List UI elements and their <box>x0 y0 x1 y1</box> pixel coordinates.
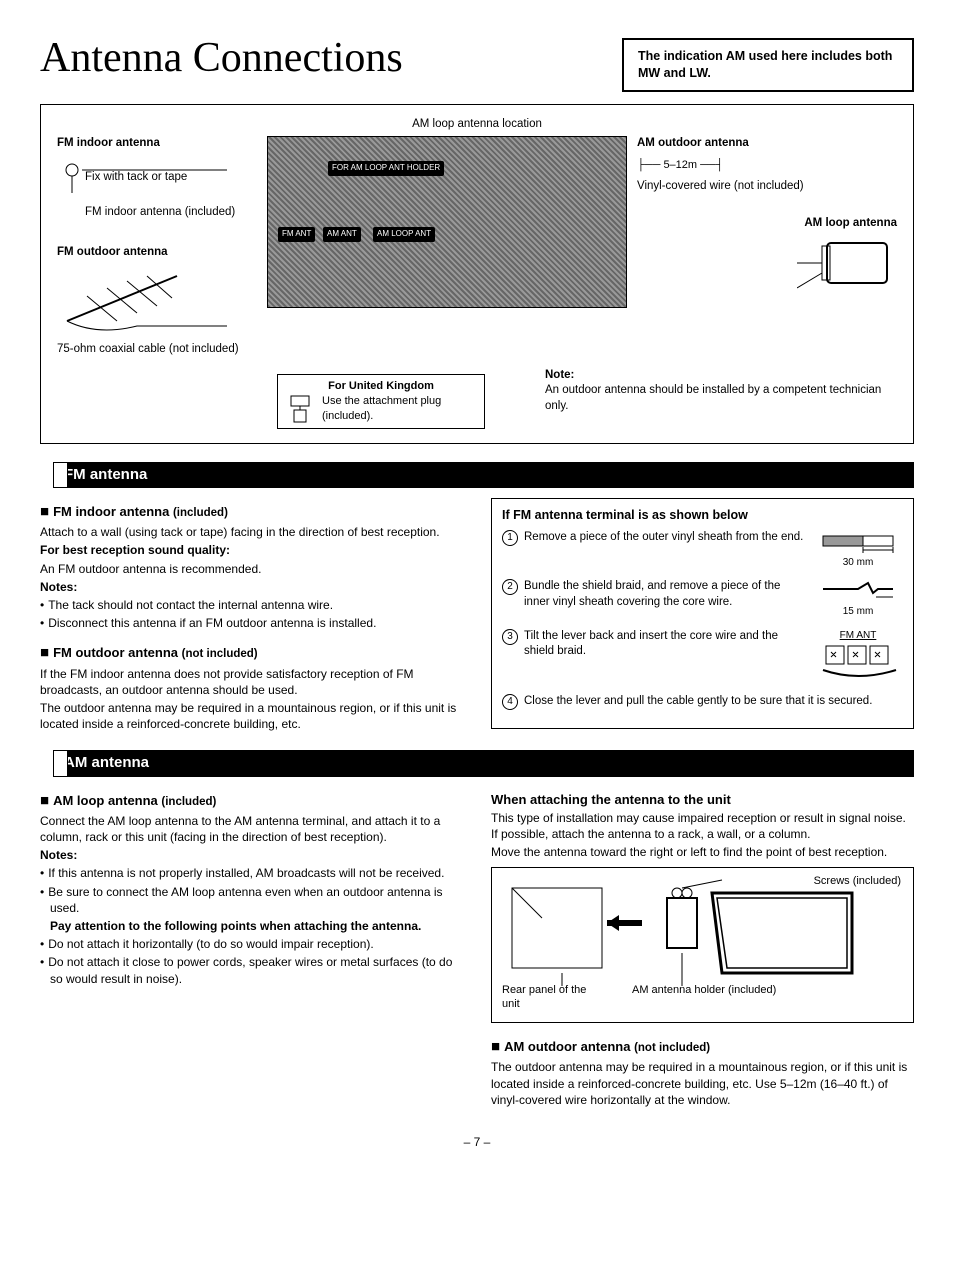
diagram-top-label: AM loop antenna location <box>57 117 897 133</box>
fm-indoor-note-2: Disconnect this antenna if an FM outdoor… <box>40 615 463 631</box>
panel-label-amloop: AM LOOP ANT <box>373 227 435 242</box>
fm-outdoor-suffix: (not included) <box>182 648 258 660</box>
am-outdoor-p: The outdoor antenna may be required in a… <box>491 1059 914 1108</box>
fm-step-1-measure: 30 mm <box>843 557 874 568</box>
fm-indoor-p1: Attach to a wall (using tack or tape) fa… <box>40 524 463 540</box>
am-attach-icon <box>502 878 862 988</box>
am-loop-note-2: Be sure to connect the AM loop antenna e… <box>40 884 463 916</box>
am-loop-p1: Connect the AM loop antenna to the AM an… <box>40 813 463 845</box>
am-attach-holder: AM antenna holder (included) <box>632 983 776 1013</box>
fm-step-3: Tilt the lever back and insert the core … <box>524 629 805 660</box>
fm-terminal-callout: If FM antenna terminal is as shown below… <box>491 498 914 729</box>
diagram-note-label: Note: <box>545 369 574 381</box>
fm-indoor-best-h: For best reception sound quality: <box>40 542 463 558</box>
am-loop-title: AM loop antenna <box>637 216 897 232</box>
fm-step-4: Close the lever and pull the cable gentl… <box>524 695 872 707</box>
am-outdoor-h: AM outdoor antenna <box>504 1039 630 1054</box>
fm-indoor-best-p: An FM outdoor antenna is recommended. <box>40 561 463 577</box>
fm-indoor-fix: Fix with tack or tape <box>57 170 257 186</box>
fm-indoor-h: FM indoor antenna <box>53 504 169 519</box>
fm-step-2-measure: 15 mm <box>843 606 874 617</box>
page-title: Antenna Connections <box>40 30 602 87</box>
coax-label: 75-ohm coaxial cable (not included) <box>57 342 257 358</box>
fm-outdoor-p2: The outdoor antenna may be required in a… <box>40 700 463 732</box>
page-number: – 7 – <box>40 1134 914 1150</box>
fm-step-1: Remove a piece of the outer vinyl sheath… <box>524 530 805 546</box>
fm-step-2: Bundle the shield braid, and remove a pi… <box>524 579 805 610</box>
am-notes-h: Notes: <box>40 847 463 863</box>
am-loop-h: AM loop antenna <box>53 793 158 808</box>
fm-outdoor-p1: If the FM indoor antenna does not provid… <box>40 666 463 698</box>
am-loop-note-3: Do not attach it horizontally (to do so … <box>40 936 463 952</box>
fm-outdoor-h: FM outdoor antenna <box>53 645 178 660</box>
am-loop-note-4: Do not attach it close to power cords, s… <box>40 954 463 986</box>
am-attach-rear: Rear panel of the unit <box>502 983 592 1013</box>
fm-section-bar: FM antenna <box>40 462 914 488</box>
am-loop-icon <box>797 238 897 298</box>
am-outdoor-wire: Vinyl-covered wire (not included) <box>637 179 897 195</box>
am-pay-attention: Pay attention to the following points wh… <box>40 918 463 934</box>
fm-terminal-title: If FM antenna terminal is as shown below <box>502 507 903 524</box>
am-attach-screws: Screws (included) <box>814 874 901 889</box>
am-attach-title: When attaching the antenna to the unit <box>491 791 914 809</box>
header-note-box: The indication AM used here includes bot… <box>622 38 914 92</box>
connection-diagram: AM loop antenna location FM indoor anten… <box>40 104 914 444</box>
uk-title: For United Kingdom <box>286 379 476 394</box>
panel-label-amant: AM ANT <box>323 227 361 242</box>
plug-icon <box>286 394 316 424</box>
fm-indoor-included: FM indoor antenna (included) <box>57 205 257 221</box>
fm-step-3-measure: FM ANT <box>840 630 877 641</box>
fm-ant-terminal-icon <box>818 642 898 682</box>
am-loop-note-1: If this antenna is not properly installe… <box>40 865 463 881</box>
cable-15mm-icon <box>818 579 898 603</box>
diagram-note-text: An outdoor antenna should be installed b… <box>545 384 881 412</box>
am-outdoor-range: 5–12m <box>663 159 697 171</box>
fm-outdoor-title: FM outdoor antenna <box>57 245 257 261</box>
rear-panel-illustration: FOR AM LOOP ANT HOLDER FM ANT AM ANT AM … <box>267 136 627 308</box>
am-outdoor-suffix: (not included) <box>634 1042 710 1054</box>
fm-indoor-suffix: (included) <box>173 507 228 519</box>
fm-indoor-title: FM indoor antenna <box>57 136 257 152</box>
fm-indoor-note-1: The tack should not contact the internal… <box>40 597 463 613</box>
fm-notes-h: Notes: <box>40 579 463 595</box>
am-attach-p2: Move the antenna toward the right or lef… <box>491 844 914 860</box>
panel-label-loop-holder: FOR AM LOOP ANT HOLDER <box>328 161 444 176</box>
am-section-bar: AM antenna <box>40 750 914 776</box>
am-outdoor-title: AM outdoor antenna <box>637 136 897 152</box>
panel-label-fmant: FM ANT <box>278 227 315 242</box>
yagi-icon <box>57 266 227 336</box>
am-attach-p1: This type of installation may cause impa… <box>491 810 914 842</box>
am-loop-suffix: (included) <box>161 796 216 808</box>
cable-30mm-icon <box>818 530 898 554</box>
uk-text: Use the attachment plug (included). <box>322 395 441 422</box>
am-attach-diagram: Screws (included) Rear panel of the unit… <box>491 867 914 1024</box>
